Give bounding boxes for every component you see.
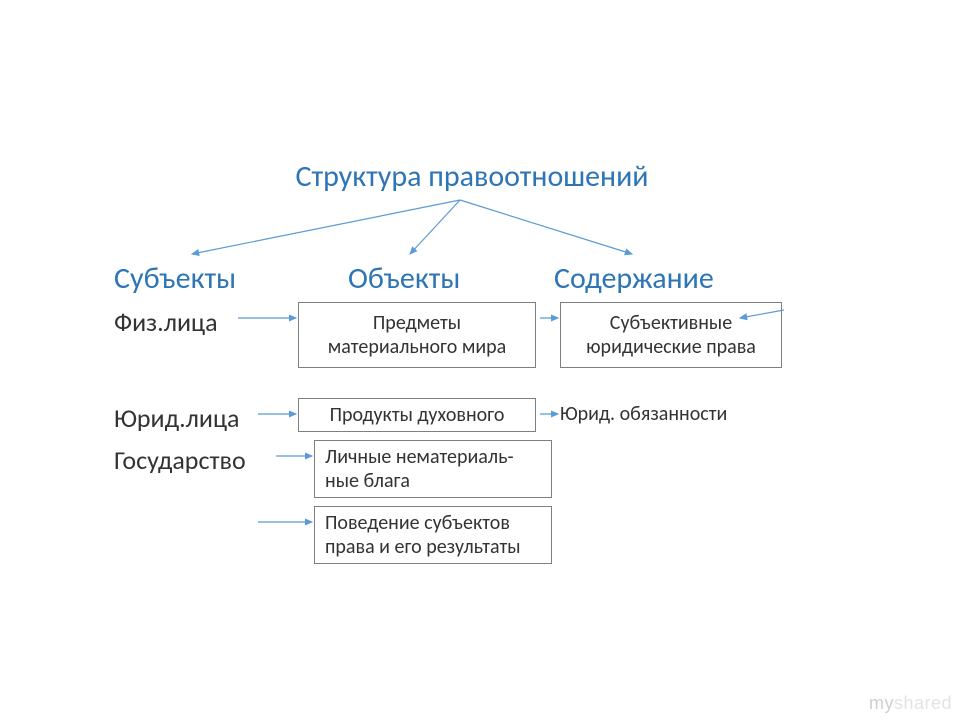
subject-item: Физ.лица <box>114 306 218 338</box>
content-plain-text-label: Юрид. обязанности <box>560 402 727 426</box>
object-box-content: Продукты духовного <box>330 403 505 427</box>
content-box-line: Субъективные <box>586 311 756 335</box>
column-heading-objects-label: Объекты <box>348 260 460 297</box>
object-box: Предметы материального мира <box>298 302 536 368</box>
subject-item-label: Юрид.лица <box>114 402 240 434</box>
subject-item-label: Физ.лица <box>114 306 218 338</box>
watermark-shared: shared <box>894 693 952 713</box>
watermark: myshared <box>869 693 952 714</box>
watermark-my: my <box>869 693 894 713</box>
content-plain-text: Юрид. обязанности <box>560 402 727 426</box>
subject-item-label: Государство <box>114 444 246 476</box>
object-box-line: материального мира <box>328 335 507 359</box>
object-box-content: Личные нематериаль- ные блага <box>319 445 547 493</box>
column-heading-subjects-label: Субъекты <box>114 260 236 297</box>
object-box-line: Предметы <box>328 311 507 335</box>
object-box-line: Личные нематериаль- <box>325 445 547 469</box>
diagram-title-text: Структура правоотношений <box>295 158 648 195</box>
column-heading-content: Содержание <box>554 260 714 297</box>
diagram-title: Структура правоотношений <box>262 158 682 195</box>
object-box-content: Предметы материального мира <box>328 311 507 359</box>
object-box-line: ные блага <box>325 469 547 493</box>
content-box-line: юридические права <box>586 335 756 359</box>
object-box-line: права и его результаты <box>325 535 547 559</box>
object-box: Продукты духовного <box>298 398 536 432</box>
object-box-line: Поведение субъектов <box>325 511 547 535</box>
content-box-content: Субъективные юридические права <box>586 311 756 359</box>
object-box-content: Поведение субъектов права и его результа… <box>319 511 547 559</box>
column-heading-content-label: Содержание <box>554 260 714 297</box>
content-box: Субъективные юридические права <box>560 302 782 368</box>
object-box: Личные нематериаль- ные блага <box>314 440 552 498</box>
column-heading-objects: Объекты <box>348 260 460 297</box>
object-box: Поведение субъектов права и его результа… <box>314 506 552 564</box>
subject-item: Государство <box>114 444 246 476</box>
object-box-line: Продукты духовного <box>330 403 505 427</box>
column-heading-subjects: Субъекты <box>114 260 236 297</box>
subject-item: Юрид.лица <box>114 402 240 434</box>
